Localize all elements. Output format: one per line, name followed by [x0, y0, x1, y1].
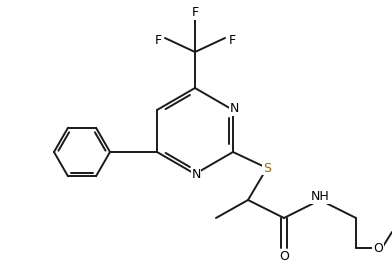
- Text: O: O: [373, 242, 383, 254]
- Text: NH: NH: [310, 190, 329, 203]
- Text: F: F: [154, 33, 162, 46]
- Text: O: O: [279, 251, 289, 264]
- Text: F: F: [229, 33, 236, 46]
- Text: F: F: [191, 7, 199, 20]
- Text: N: N: [229, 102, 239, 115]
- Text: S: S: [263, 161, 271, 174]
- Text: N: N: [191, 169, 201, 182]
